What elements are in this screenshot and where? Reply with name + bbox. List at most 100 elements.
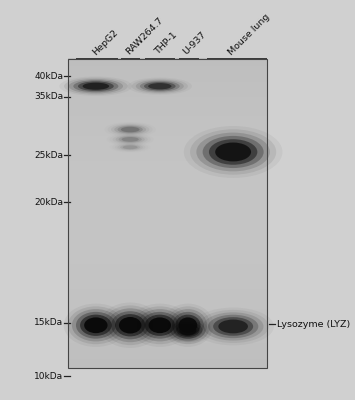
Bar [68,312,267,314]
Ellipse shape [113,134,148,144]
Bar [68,74,267,76]
Ellipse shape [196,132,270,171]
Bar [68,364,267,366]
Ellipse shape [144,82,176,90]
Bar [68,102,267,104]
Text: 10kDa: 10kDa [34,372,63,381]
Ellipse shape [179,326,196,335]
Text: RAW264.7: RAW264.7 [124,16,165,57]
Bar [68,88,267,90]
Ellipse shape [144,315,175,336]
Ellipse shape [140,81,180,92]
Ellipse shape [78,82,114,91]
Bar [68,284,267,286]
Bar [68,197,267,199]
Bar [68,100,267,102]
Bar [68,310,267,312]
Bar [68,273,267,275]
Bar [68,272,267,274]
Ellipse shape [215,142,251,162]
Bar [68,239,267,241]
Bar [68,137,267,139]
Bar [68,168,267,170]
Ellipse shape [169,309,207,342]
Bar [68,142,267,144]
Bar [68,190,267,192]
Bar [68,219,267,221]
Text: 20kDa: 20kDa [34,198,63,207]
Bar [68,202,267,204]
Bar [68,186,267,188]
Ellipse shape [83,83,109,90]
Bar [68,231,267,233]
Bar [68,332,267,334]
Bar [68,210,267,212]
Bar [68,126,267,128]
Bar [68,204,267,206]
Bar [68,241,267,242]
Ellipse shape [73,80,119,92]
Ellipse shape [190,129,276,175]
Bar [68,265,267,267]
Bar [68,157,267,159]
Bar [68,238,267,240]
Bar [68,363,267,365]
Bar [68,97,267,99]
Ellipse shape [149,317,171,333]
Bar [68,299,267,301]
Ellipse shape [69,79,123,94]
Ellipse shape [218,320,248,333]
Ellipse shape [76,312,116,339]
Ellipse shape [84,317,108,333]
Bar [68,295,267,297]
Bar [68,125,267,127]
Ellipse shape [72,309,120,342]
Bar [68,205,267,207]
Bar [68,341,267,343]
Bar [68,338,267,340]
Bar [68,111,267,113]
Bar [68,86,267,88]
Ellipse shape [209,139,257,165]
Bar [68,91,267,93]
Bar [68,173,267,174]
Bar [68,326,267,328]
Ellipse shape [111,124,149,135]
Ellipse shape [120,144,140,150]
Bar [68,233,267,235]
Bar [68,264,267,266]
Bar [68,109,267,111]
Ellipse shape [175,315,201,336]
Bar [68,211,267,213]
Bar [68,80,267,82]
Bar [68,316,267,318]
Bar [68,230,267,232]
Ellipse shape [170,320,206,340]
Bar [68,340,267,342]
Bar [68,163,267,165]
Bar [68,350,267,352]
Bar [68,298,267,300]
Bar [68,245,267,247]
Bar [68,327,267,329]
Ellipse shape [68,306,124,344]
Bar [68,360,267,362]
Bar [68,134,267,136]
Bar [68,214,267,216]
Bar [68,268,267,270]
Ellipse shape [203,312,263,340]
Bar [68,296,267,298]
Bar [68,304,267,306]
Text: U-937: U-937 [181,30,208,57]
Bar [68,71,267,72]
Bar [68,131,267,133]
Bar [68,358,267,360]
Bar [68,199,267,201]
Bar [68,354,267,356]
Bar [68,288,267,290]
Bar [68,82,267,83]
Ellipse shape [122,137,139,142]
Text: 35kDa: 35kDa [34,92,63,101]
Bar [68,106,267,108]
Bar [68,344,267,346]
